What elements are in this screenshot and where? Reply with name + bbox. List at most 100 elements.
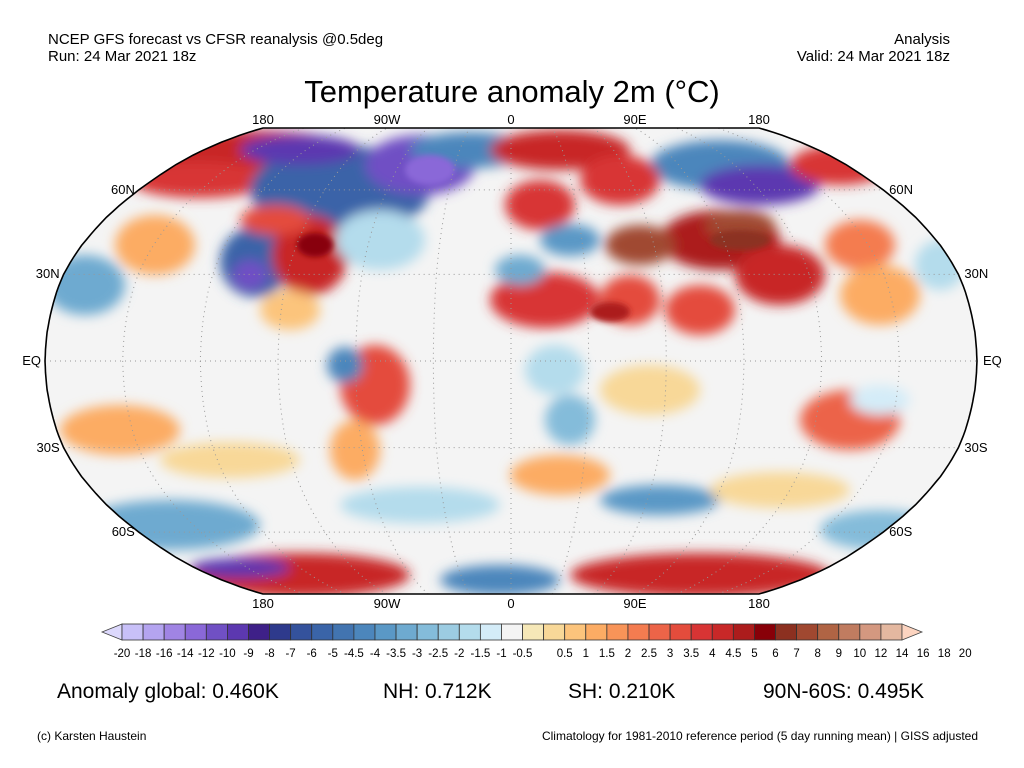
colorbar-tick-label: -3: [412, 648, 422, 660]
map-title: Temperature anomaly 2m (°C): [304, 74, 720, 109]
colorbar-tick-label: 2.5: [641, 648, 657, 660]
colorbar-tick-label: 4: [709, 648, 716, 660]
colorbar-box: [437, 623, 460, 641]
region-sudan-hot: [590, 302, 630, 322]
region-indian-ocean-mild: [600, 365, 700, 415]
colorbar-tick-label: -6: [307, 648, 317, 660]
lat-label-left: 60N: [110, 181, 135, 197]
colorbar-box: [184, 623, 207, 641]
colorbar-box: [395, 623, 418, 641]
colorbar-tick-label: 9: [836, 648, 842, 660]
stat-90n-60s-value: 0.495K: [857, 680, 925, 703]
lon-label-top: 180: [748, 112, 770, 127]
lon-label-bottom: 90W: [373, 596, 401, 611]
region-ross-very-warm: [830, 568, 930, 592]
region-south-atlantic-warm: [510, 455, 610, 495]
colorbar-tick-label: 1: [583, 648, 589, 660]
stat-sh-label: SH:: [568, 680, 604, 703]
lat-label-right: 30S: [964, 439, 988, 455]
colorbar-tick-label: -0.5: [513, 648, 533, 660]
lat-label-left: 30N: [35, 266, 60, 282]
region-argentina-mild: [330, 420, 380, 480]
lat-label-right: 60N: [889, 181, 913, 197]
colorbar-box: [775, 623, 797, 641]
valid-time-label: Valid: 24 Mar 2021 18z: [796, 48, 950, 65]
region-barents-warm: [490, 130, 630, 170]
colorbar-tick-label: 8: [814, 648, 820, 660]
lon-label-top: 90W: [373, 112, 401, 127]
region-arctic-canada-cold: [240, 135, 360, 165]
region-southwest-us-very-cold: [232, 260, 268, 290]
meridian-gridline: [717, 128, 900, 594]
region-north-pacific-cool: [45, 255, 125, 315]
stat-nh: NH: 0.712K: [383, 680, 492, 704]
region-central-canada-warm: [240, 205, 310, 235]
colorbar-box: [142, 623, 165, 641]
lat-label-left: 60S: [111, 524, 135, 540]
lon-label-top: 180: [252, 112, 274, 127]
lat-label-right: EQ: [983, 353, 1002, 368]
meridian-gridline: [432, 128, 471, 594]
region-pacific-cool: [915, 240, 965, 290]
temperature-anomaly-map: [44, 127, 978, 595]
colorbar-over-arrow: [901, 623, 924, 641]
colorbar-tick-label: 10: [853, 648, 866, 660]
region-tasman-cool: [820, 510, 940, 550]
graticule: [45, 128, 977, 594]
colorbar-tick-label: -10: [219, 648, 236, 660]
colorbar-box: [817, 623, 840, 641]
colorbar-box: [479, 623, 502, 641]
meridian-gridline: [122, 128, 305, 594]
colorbar-box: [627, 623, 650, 641]
stat-sh: SH: 0.210K: [568, 680, 675, 704]
region-northeast-pacific-warm: [115, 215, 195, 275]
region-west-pacific-mild: [840, 265, 920, 325]
meridian-gridline: [551, 128, 590, 594]
colorbar-under-arrow: [100, 623, 123, 641]
lat-label-left: EQ: [22, 353, 41, 368]
region-central-africa-cool: [525, 345, 585, 395]
lon-label-bottom: 180: [748, 596, 770, 611]
colorbar-boxes: [100, 623, 924, 641]
colorbar-tick-label: -1.5: [470, 648, 490, 660]
stat-global: Anomaly global: 0.460K: [57, 680, 279, 704]
colorbar-tick-label: 4.5: [725, 648, 741, 660]
colorbar-tick-label: -18: [135, 648, 152, 660]
colorbar-tick-label: 3: [667, 648, 673, 660]
colorbar-box: [648, 623, 671, 641]
colorbar-box: [564, 623, 587, 641]
colorbar-tick-label: -2: [454, 648, 464, 660]
stat-90n-60s: 90N-60S: 0.495K: [763, 680, 924, 704]
run-time-label: Run: 24 Mar 2021 18z: [48, 48, 197, 65]
colorbar-tick-label: -4.5: [344, 648, 364, 660]
colorbar-tick-label: 7: [793, 648, 799, 660]
meridian-gridline: [593, 128, 667, 594]
colorbar-box: [205, 623, 228, 641]
region-ohio-valley-hot: [297, 233, 333, 257]
colorbar-box: [711, 623, 734, 641]
region-mexico-mild: [260, 290, 320, 330]
colorbar-box: [374, 623, 397, 641]
stat-sh-value: 0.210K: [608, 680, 676, 703]
colorbar-tick-label: 16: [917, 648, 930, 660]
colorbar-tick-label: -4: [370, 648, 381, 660]
colorbar-tick-label: -8: [264, 648, 274, 660]
region-amazon-cool: [327, 347, 363, 383]
lat-label-right: 30N: [964, 266, 989, 282]
colorbar-box: [585, 623, 608, 641]
region-europe-warm: [505, 180, 575, 230]
region-southern-ocean-atlantic-cool: [340, 487, 500, 523]
colorbar-tick-label: 0.5: [557, 648, 573, 660]
colorbar-box: [690, 623, 713, 641]
anomaly-field-blobs: [45, 130, 965, 594]
colorbar-box: [838, 623, 861, 641]
stat-nh-label: NH:: [383, 680, 420, 703]
colorbar-tick-label: -12: [198, 648, 215, 660]
colorbar-box: [163, 623, 186, 641]
colorbar-box: [353, 623, 376, 641]
colorbar-tick-label: 2: [625, 648, 631, 660]
lon-label-top: 90E: [623, 112, 647, 127]
colorbar-box: [880, 623, 903, 641]
colorbar-tick-label: 12: [875, 648, 888, 660]
colorbar-tick-label: 14: [896, 648, 909, 660]
